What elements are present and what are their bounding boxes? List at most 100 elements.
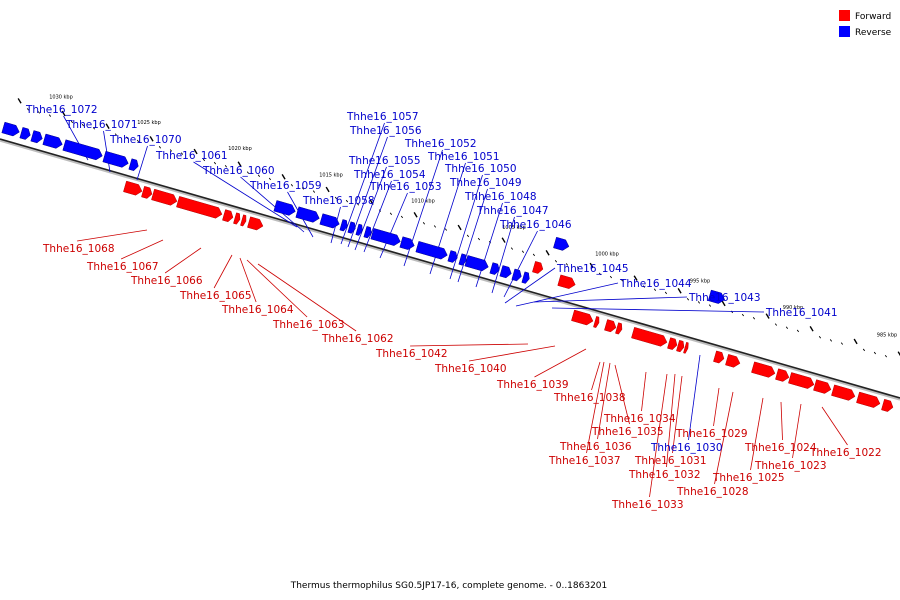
gene-label: Thhe16_1036 xyxy=(559,441,632,453)
tick-mark xyxy=(125,136,129,140)
tick-label: 995 kbp xyxy=(690,278,710,284)
gene-label: Thhe16_1066 xyxy=(130,275,203,287)
forward-gene-arrow xyxy=(751,361,776,378)
gene-label: Thhe16_1022 xyxy=(809,447,882,459)
legend-reverse-label: Reverse xyxy=(855,28,892,38)
forward-gene-arrow xyxy=(615,322,623,335)
tick-mark xyxy=(576,266,580,269)
forward-gene-arrow xyxy=(571,309,594,326)
tick-mark xyxy=(193,148,198,155)
tick-label: 1015 kbp xyxy=(319,172,343,178)
leader-line xyxy=(713,387,720,427)
tick-mark xyxy=(565,263,569,266)
gene-label: Thhe16_1053 xyxy=(369,181,442,193)
tick-mark xyxy=(664,291,668,295)
forward-gene-arrow xyxy=(713,350,725,364)
tick-mark xyxy=(224,165,228,168)
tick-mark xyxy=(180,152,184,155)
gene-label: Thhe16_1030 xyxy=(650,442,723,454)
gene-label: Thhe16_1055 xyxy=(348,155,421,167)
reverse-gene-arrow xyxy=(19,127,31,140)
leader-line xyxy=(780,401,783,441)
tick-mark xyxy=(809,326,814,332)
tick-mark xyxy=(862,348,866,352)
gene-label: Thhe16_1046 xyxy=(499,219,572,231)
leader-line xyxy=(354,166,387,251)
leader-line xyxy=(666,373,676,468)
leader-line xyxy=(586,361,605,454)
tick-mark xyxy=(257,174,261,177)
forward-gene-arrow xyxy=(176,196,223,219)
genome-caption: Thermus thermophilus SG0.5JP17-16, compl… xyxy=(290,581,608,591)
gene-label: Thhe16_1024 xyxy=(744,442,817,454)
leader-line xyxy=(164,247,202,274)
tick-mark xyxy=(510,247,514,250)
legend-forward-label: Forward xyxy=(855,12,891,22)
gene-label: Thhe16_1047 xyxy=(476,205,549,217)
reverse-gene-arrow xyxy=(511,268,522,282)
tick-mark xyxy=(48,114,52,117)
forward-gene-arrow xyxy=(856,391,881,408)
leader-line xyxy=(591,361,601,391)
tick-mark xyxy=(477,237,481,241)
tick-mark xyxy=(312,190,316,193)
tick-marks: 1030 kbp 1025 kbp 1020 kbp 1015 kbp 1010 kbp… xyxy=(17,95,900,358)
tick-mark xyxy=(457,224,462,231)
leader-line xyxy=(77,229,148,242)
leader-line xyxy=(688,354,701,441)
tick-mark xyxy=(721,300,726,307)
leader-line xyxy=(750,397,764,471)
gene-features xyxy=(1,121,894,412)
tick-label: 1030 kbp xyxy=(49,95,73,101)
reverse-gene-arrow xyxy=(415,241,448,260)
gene-label: Thhe16_1040 xyxy=(434,363,507,375)
reverse-gene-arrow xyxy=(707,289,726,304)
leader-line xyxy=(457,188,488,283)
leader-line xyxy=(672,375,683,454)
reverse-gene-arrow xyxy=(458,253,467,266)
tick-mark xyxy=(697,301,701,304)
reverse-gene-arrow xyxy=(62,139,103,161)
tick-label: 1020 kbp xyxy=(228,146,252,152)
tick-mark xyxy=(213,161,217,165)
legend-forward-swatch xyxy=(839,10,850,21)
forward-gene-arrow xyxy=(725,354,741,368)
tick-mark xyxy=(169,149,173,152)
leader-line xyxy=(340,122,385,245)
reverse-gene-arrow xyxy=(339,219,348,232)
gene-label: Thhe16_1064 xyxy=(221,304,294,316)
reverse-gene-arrow xyxy=(363,226,372,239)
forward-gene-arrow xyxy=(593,316,600,328)
tick-mark xyxy=(105,123,110,129)
forward-gene-arrow xyxy=(240,214,247,227)
leader-line xyxy=(136,145,148,181)
leader-line xyxy=(239,257,257,303)
gene-label: Thhe16_1052 xyxy=(404,138,477,150)
tick-mark xyxy=(521,250,525,253)
leader-line xyxy=(792,403,802,459)
gene-label: Thhe16_1062 xyxy=(321,333,394,345)
leader-line xyxy=(534,348,587,378)
forward-gene-arrow xyxy=(683,341,689,354)
gene-label: Thhe16_1043 xyxy=(688,292,761,304)
tick-mark xyxy=(70,120,74,124)
reverse-gene-arrow xyxy=(295,206,320,223)
reverse-gene-arrow xyxy=(347,221,356,234)
tick-label: 1025 kbp xyxy=(137,120,161,126)
tick-mark xyxy=(301,187,305,190)
gene-label: Thhe16_1048 xyxy=(464,191,537,203)
leader-line xyxy=(193,161,298,228)
backbone xyxy=(0,138,900,401)
leader-line xyxy=(246,259,308,318)
gene-label: Thhe16_1056 xyxy=(349,125,422,137)
backbone-line xyxy=(0,138,900,399)
tick-mark xyxy=(81,123,85,127)
gene-label: Thhe16_1060 xyxy=(202,165,275,177)
leader-line xyxy=(614,364,630,425)
leader-line xyxy=(240,176,305,233)
reverse-gene-arrow xyxy=(30,130,43,144)
tick-mark xyxy=(268,177,272,181)
legend-reverse-swatch xyxy=(839,26,850,37)
tick-mark xyxy=(642,285,646,288)
reverse-gene-arrow xyxy=(553,236,570,251)
